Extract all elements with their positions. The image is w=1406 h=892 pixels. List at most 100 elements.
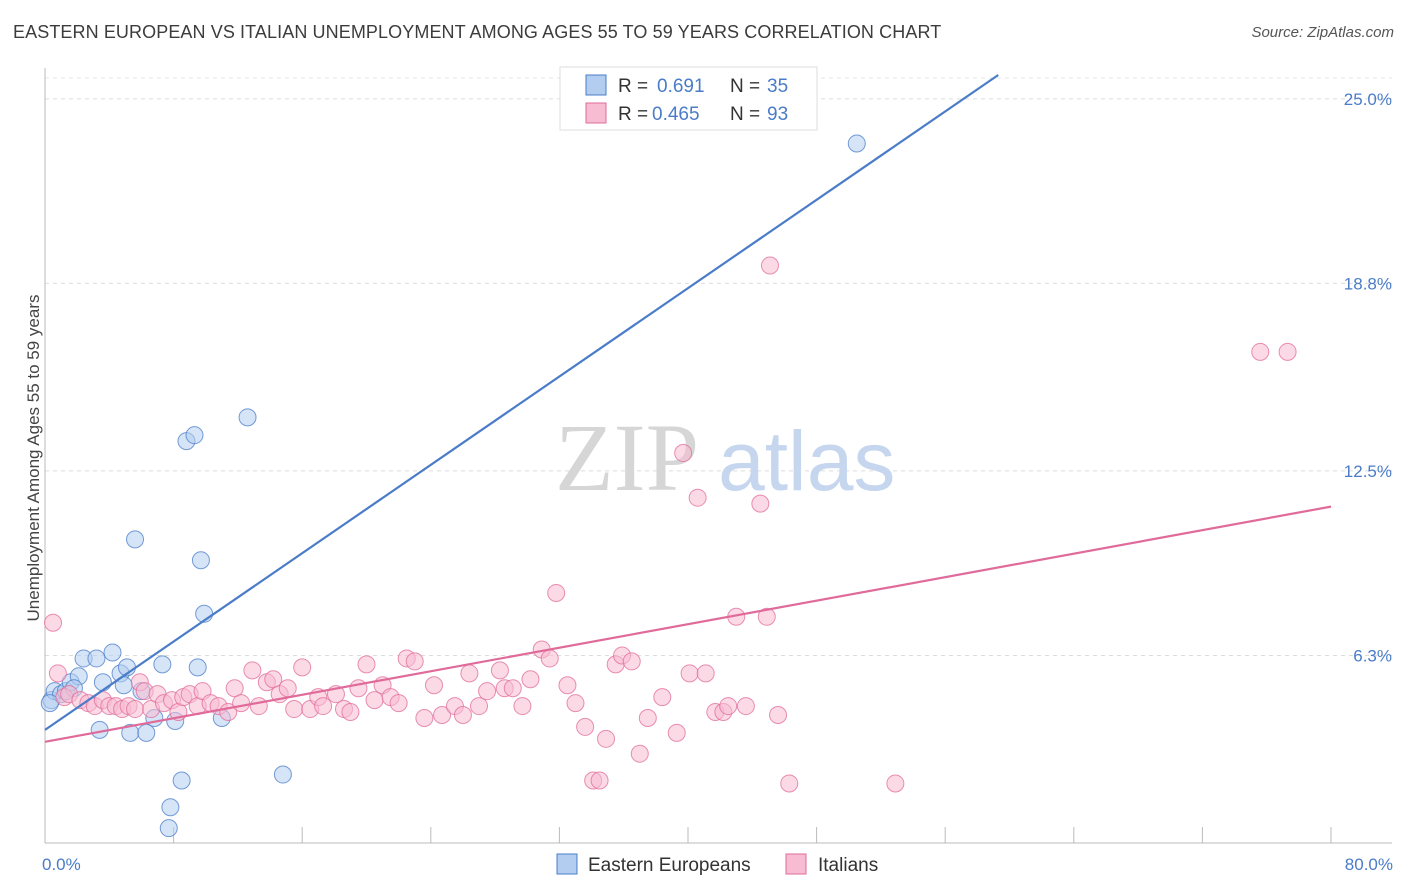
eastern-europeans-point-32	[847, 134, 866, 153]
italians-point-57	[470, 697, 489, 716]
watermark-zip: ZIP	[555, 404, 699, 511]
italians-point-93	[760, 256, 779, 275]
italians-point-48	[389, 694, 408, 713]
eastern-europeans-point-20	[159, 819, 178, 838]
italians-point-56	[460, 664, 479, 683]
italians-point-96	[1278, 342, 1297, 361]
italians-point-35	[285, 700, 304, 719]
italians-point-0	[44, 613, 63, 632]
eastern-europeans-point-10	[103, 643, 122, 662]
italians-point-68	[566, 694, 585, 713]
chart-title: EASTERN EUROPEAN VS ITALIAN UNEMPLOYMENT…	[13, 22, 942, 42]
italians-point-28	[232, 694, 251, 713]
italians-point-36	[293, 658, 312, 677]
stats-n-label-1: N =	[730, 104, 760, 125]
legend-swatch-eastern-europeans	[556, 853, 578, 875]
series-legend: Eastern Europeans Italians	[556, 853, 878, 876]
trend-lines	[44, 74, 1332, 743]
italians-point-30	[249, 697, 268, 716]
x-tick-label-1: 80.0%	[1345, 855, 1393, 874]
x-tick-label-0: 0.0%	[42, 855, 81, 874]
italians-point-44	[357, 655, 376, 674]
italians-point-32	[264, 670, 283, 689]
italians-point-59	[490, 661, 509, 680]
italians-point-27	[225, 679, 244, 698]
italians-point-52	[425, 676, 444, 695]
stats-r-value-1: 0.465	[652, 104, 700, 125]
eastern-europeans-trend-line	[44, 74, 999, 731]
italians-point-1	[48, 664, 67, 683]
y-tick-labels: 6.3% 12.5% 18.8% 25.0%	[1344, 90, 1392, 666]
italians-point-12	[126, 700, 145, 719]
stats-legend: R = 0.691 N = 35 R = 0.465 N = 93	[559, 66, 818, 131]
italians-point-72	[597, 729, 616, 748]
italians-point-94	[886, 774, 905, 793]
eastern-europeans-point-19	[153, 655, 172, 674]
italians-point-69	[576, 717, 595, 736]
italians-point-51	[415, 708, 434, 727]
eastern-europeans-point-25	[185, 426, 204, 445]
italians-point-63	[521, 670, 540, 689]
legend-label-italians: Italians	[818, 855, 878, 876]
italians-point-90	[757, 607, 776, 626]
italians-point-62	[513, 697, 532, 716]
legend-swatch-italians	[785, 853, 807, 875]
italians-point-61	[503, 679, 522, 698]
eastern-europeans-point-15	[126, 530, 145, 549]
italians-point-75	[622, 652, 641, 671]
stats-swatch-italians	[585, 102, 607, 124]
y-axis-label: Unemployment Among Ages 55 to 59 years	[24, 295, 43, 622]
eastern-europeans-point-17	[137, 723, 156, 742]
italians-point-53	[433, 706, 452, 724]
watermark: ZIP atlas	[555, 404, 895, 511]
stats-r-label-0: R =	[618, 76, 648, 97]
eastern-europeans-point-31	[273, 765, 292, 784]
grid-lines	[45, 77, 1392, 656]
series-italians-points	[44, 256, 1297, 793]
italians-point-39	[314, 697, 333, 716]
italians-point-29	[243, 661, 262, 680]
italians-point-86	[719, 697, 738, 716]
italians-point-91	[769, 706, 788, 724]
eastern-europeans-point-23	[172, 771, 191, 790]
italians-point-58	[478, 682, 497, 701]
y-tick-label-1: 12.5%	[1344, 462, 1392, 481]
watermark-atlas: atlas	[718, 414, 895, 508]
stats-r-label-1: R =	[618, 104, 648, 125]
x-tick-labels: 0.0% 80.0%	[42, 855, 1393, 874]
eastern-europeans-point-30	[238, 408, 257, 427]
italians-point-77	[638, 708, 657, 727]
italians-point-89	[751, 494, 770, 513]
stats-n-value-0: 35	[767, 76, 788, 97]
stats-n-value-1: 93	[767, 104, 788, 125]
italians-point-66	[547, 583, 566, 602]
italians-point-81	[680, 664, 699, 683]
italians-point-76	[630, 744, 649, 763]
eastern-europeans-point-9	[93, 673, 112, 692]
italians-point-71	[590, 771, 609, 790]
stats-swatch-eastern-europeans	[585, 74, 607, 96]
y-tick-label-2: 18.8%	[1344, 274, 1392, 293]
italians-point-45	[365, 691, 384, 710]
italians-point-78	[653, 688, 672, 707]
italians-point-43	[349, 679, 368, 698]
axes	[44, 68, 1392, 844]
italians-point-55	[453, 706, 472, 724]
italians-point-95	[1251, 342, 1270, 361]
italians-point-67	[558, 676, 577, 695]
eastern-europeans-point-27	[191, 551, 210, 570]
series-eastern-europeans-points	[40, 134, 866, 838]
italians-point-92	[780, 774, 799, 793]
italians-point-80	[674, 444, 693, 463]
italians-point-65	[540, 649, 559, 668]
legend-label-eastern-europeans: Eastern Europeans	[588, 855, 751, 876]
y-tick-label-0: 6.3%	[1353, 646, 1392, 665]
eastern-europeans-point-7	[87, 649, 106, 668]
italians-point-42	[341, 703, 360, 722]
eastern-europeans-point-26	[188, 658, 207, 677]
italians-trend-line	[44, 505, 1332, 743]
eastern-europeans-point-21	[161, 798, 180, 817]
source-credit: Source: ZipAtlas.com	[1251, 24, 1394, 41]
italians-point-83	[696, 664, 715, 683]
